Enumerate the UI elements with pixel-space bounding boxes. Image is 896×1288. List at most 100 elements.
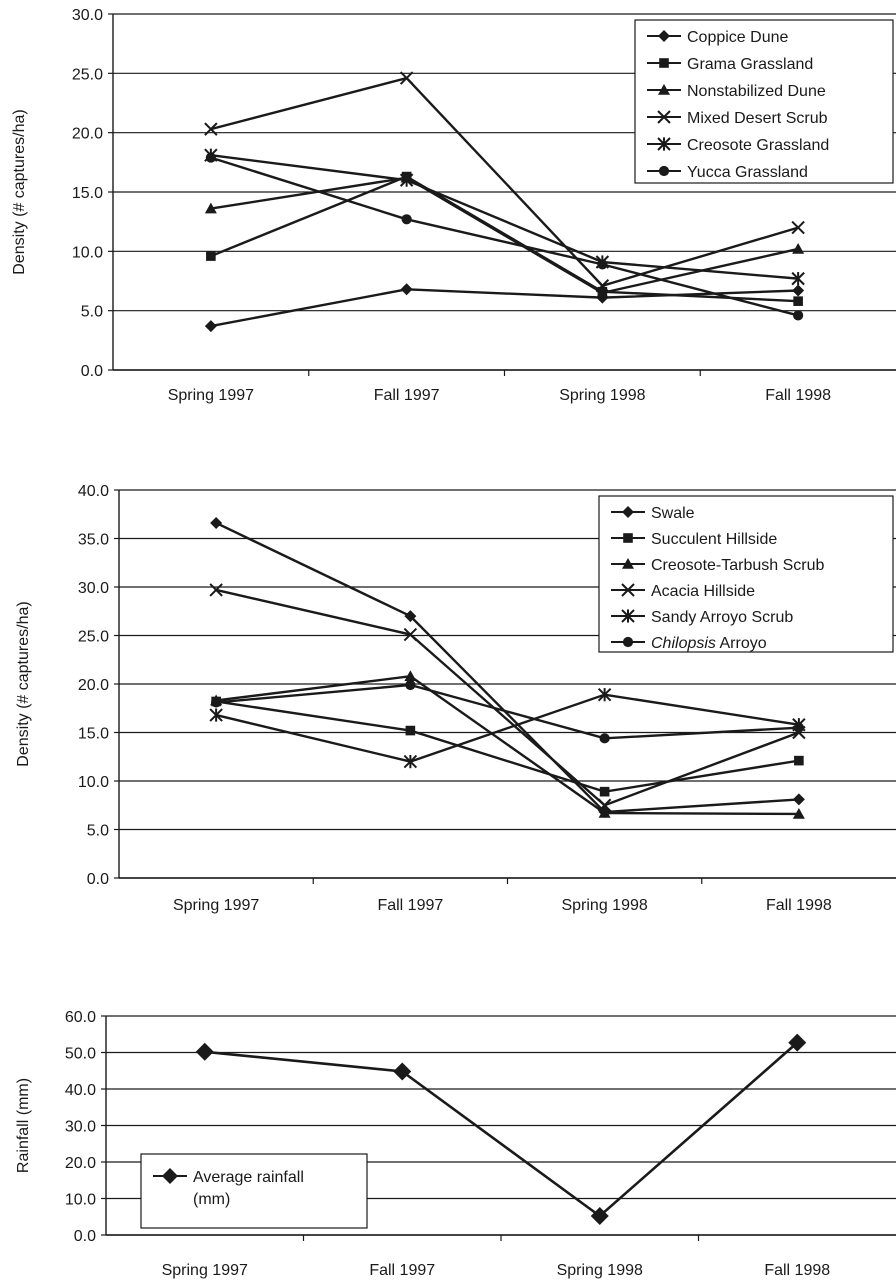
legend-box <box>634 19 894 184</box>
data-point <box>792 242 805 254</box>
chart-2-svg: 0.0 5.0 10.0 15.0 20.0 25.0 30.0 35.0 40.0 Spring… <box>15 483 896 914</box>
data-point <box>794 755 804 766</box>
series-chilopsis-arroyo <box>211 679 804 744</box>
data-point <box>403 754 418 769</box>
data-point <box>404 670 417 682</box>
legend-item: Creosote-Tarbush Scrub <box>611 557 825 574</box>
data-point <box>792 793 805 806</box>
legend-marker <box>622 506 634 518</box>
y-tick-label: 60.0 <box>65 1009 96 1026</box>
y-tick-label: 30.0 <box>65 1119 96 1136</box>
legend-box <box>140 1153 368 1229</box>
legend-marker <box>621 583 635 597</box>
legend: Swale Succulent Hillside Creosote-Tarbush … <box>598 495 894 653</box>
legend: Coppice Dune Grama Grassland Nonstabilized… <box>634 19 894 184</box>
y-tick-label: 35.0 <box>78 532 109 549</box>
data-point <box>399 71 414 85</box>
data-point <box>204 320 217 333</box>
y-tick-label: 40.0 <box>65 1082 96 1099</box>
series-average-rainfall-mm- <box>195 1033 807 1226</box>
x-tick-label: Fall 1997 <box>369 1262 435 1279</box>
legend-label: Coppice Dune <box>687 29 789 46</box>
data-point <box>195 1042 214 1061</box>
data-point <box>598 807 611 818</box>
legend-label: Grama Grassland <box>687 56 813 73</box>
legend-marker <box>658 30 670 42</box>
series-line <box>204 1041 799 1218</box>
legend-item: Acacia Hillside <box>611 583 755 600</box>
x-tick-label: Fall 1997 <box>377 897 443 914</box>
series-line <box>215 693 800 763</box>
legend-marker <box>659 58 669 68</box>
x-tick-label: Spring 1998 <box>559 387 645 404</box>
legend-label: Sandy Arroyo Scrub <box>651 609 793 626</box>
y-tick-label: 30.0 <box>72 7 103 24</box>
legend-label: Chilopsis Arroyo <box>651 635 767 652</box>
y-tick-label: 5.0 <box>87 823 109 840</box>
x-tick-label: Spring 1997 <box>168 387 254 404</box>
legend-item: Mixed Desert Scrub <box>647 110 828 127</box>
data-point <box>399 173 414 187</box>
x-tick-label: Fall 1998 <box>764 1262 830 1279</box>
series-creosote-tarbush-scrub <box>210 670 805 819</box>
legend-label: Creosote-Tarbush Scrub <box>651 557 825 574</box>
x-tick-label: Spring 1998 <box>561 897 647 914</box>
data-point <box>791 220 805 235</box>
legend-label: (mm) <box>193 1191 230 1208</box>
data-point <box>597 798 612 812</box>
series-nonstabilized-dune <box>204 171 805 298</box>
data-point <box>405 725 416 736</box>
y-tick-label: 0.0 <box>87 871 109 888</box>
data-point <box>793 722 804 733</box>
data-point <box>209 708 223 722</box>
y-tick-label: 20.0 <box>65 1155 96 1172</box>
legend-label: Average rainfall <box>193 1169 304 1186</box>
legend-marker <box>622 558 634 569</box>
data-point <box>788 1033 807 1052</box>
y-tick-label: 15.0 <box>72 185 103 202</box>
y-tick-label: 50.0 <box>65 1046 96 1063</box>
legend-marker <box>162 1168 178 1184</box>
data-point <box>597 259 608 270</box>
chart-1-svg: 0.0 5.0 10.0 15.0 20.0 25.0 30.0 Spring 1997 Fal… <box>11 7 896 404</box>
legend-item: Nonstabilized Dune <box>647 83 826 100</box>
legend-label: Yucca Grassland <box>687 164 808 181</box>
legend-item: Yucca Grassland <box>647 164 808 181</box>
series-line <box>210 288 799 328</box>
data-point <box>793 296 803 306</box>
y-tick-label: 10.0 <box>65 1192 96 1209</box>
data-point <box>405 679 416 691</box>
data-point <box>791 271 805 286</box>
y-tick-label: 20.0 <box>72 126 103 143</box>
data-point <box>401 214 412 225</box>
legend-label: Creosote Grassland <box>687 137 829 154</box>
chart-density-hillside-arroyo: 0.0 5.0 10.0 15.0 20.0 25.0 30.0 35.0 40.0 Spring… <box>0 470 896 930</box>
legend-marker <box>658 165 670 177</box>
x-tick-label: Spring 1997 <box>173 897 259 914</box>
chart-rainfall: 0.0 10.0 20.0 30.0 40.0 50.0 60.0 Spring 1997 Fa… <box>0 1000 896 1288</box>
chart-3-svg: 0.0 10.0 20.0 30.0 40.0 50.0 60.0 Spring 1997 Fa… <box>15 1009 896 1279</box>
legend: Average rainfall (mm) <box>140 1153 368 1229</box>
series-line <box>215 674 799 816</box>
legend-marker <box>657 110 671 124</box>
data-point <box>400 283 413 296</box>
data-point <box>595 279 610 293</box>
legend-label: Succulent Hillside <box>651 531 777 548</box>
y-axis-title: Rainfall (mm) <box>15 1078 32 1173</box>
series-line <box>215 521 799 814</box>
data-point <box>211 697 222 708</box>
series-line <box>216 683 799 740</box>
series-line <box>210 156 799 317</box>
x-tick-label: Fall 1998 <box>766 897 832 914</box>
series-line <box>210 76 799 288</box>
data-point <box>599 733 610 744</box>
data-point <box>205 152 216 163</box>
data-point <box>597 687 612 702</box>
y-axis-title: Density (# captures/ha) <box>11 109 28 274</box>
data-point <box>599 786 610 797</box>
x-tick-label: Fall 1998 <box>765 387 831 404</box>
legend-label: Acacia Hillside <box>651 583 755 600</box>
series-line <box>215 588 800 807</box>
legend-item: Creosote Grassland <box>647 137 829 154</box>
y-tick-label: 15.0 <box>78 726 109 743</box>
